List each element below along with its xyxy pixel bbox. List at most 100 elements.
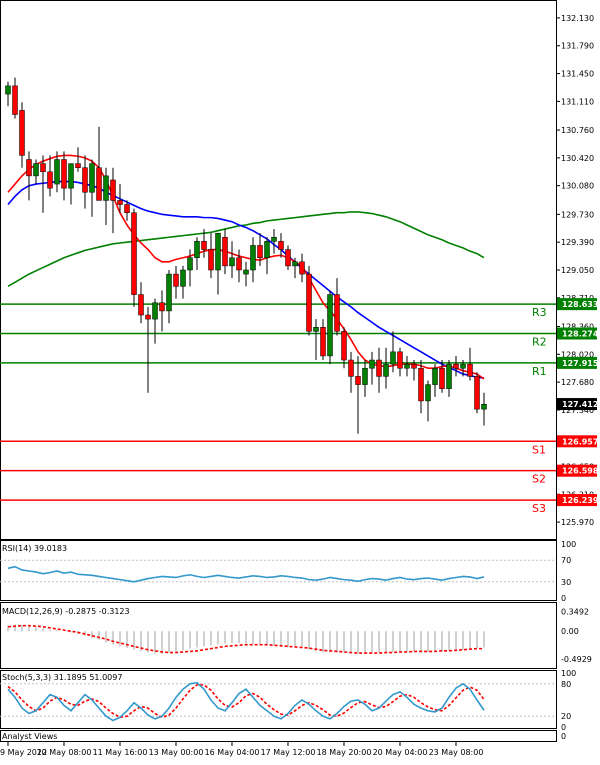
candle-body: [425, 384, 431, 402]
level-price-tag-text-s2: 126.598: [562, 467, 599, 476]
analyst-views-label: Analyst Views: [2, 732, 57, 741]
rsi-tick-label: 100: [561, 540, 576, 549]
candle-body: [257, 245, 263, 258]
candle-body: [152, 302, 158, 320]
rsi-tick-label: 0: [561, 594, 566, 603]
candle-body: [110, 179, 116, 201]
candle-body: [26, 159, 32, 177]
candle-body: [47, 171, 53, 189]
candle-body: [89, 163, 95, 193]
price-tick-label: 127.340: [561, 406, 594, 415]
price-tick-label: 128.360: [561, 322, 594, 331]
level-price-tag-r1: [557, 356, 597, 369]
level-price-tag-text-r1: 127.915: [562, 359, 599, 368]
time-tick-label: 16 May 04:00: [205, 748, 260, 757]
candle-body: [243, 269, 249, 275]
candle-body: [278, 241, 284, 250]
candle-body: [229, 257, 235, 267]
candle-body: [187, 257, 193, 271]
stoch-tick-label: 20: [561, 712, 571, 721]
candle-body: [12, 85, 18, 115]
price-tick-label: 127.680: [561, 378, 594, 387]
candle-body: [68, 163, 74, 189]
candle-body: [159, 302, 165, 312]
candle-body: [250, 245, 256, 271]
candle-body: [348, 359, 354, 377]
level-label-s3: S3: [532, 502, 546, 515]
level-price-tag-text-r2: 128.274: [562, 330, 599, 339]
stoch-label: Stoch(5,3,3) 31.1895 51.0097: [2, 673, 122, 682]
candle-body: [61, 159, 67, 189]
rsi-line: [7, 565, 485, 583]
candle-body: [390, 351, 396, 365]
candle-body: [341, 331, 347, 361]
candle-body: [306, 273, 312, 332]
rsi-axis: 100 70 30 0: [561, 540, 576, 603]
price-axis: 132.130 131.790 131.450 131.110 130.760 130.4…: [556, 14, 594, 527]
candle-body: [334, 294, 340, 332]
time-tick-label: 9 May 2022: [0, 748, 47, 757]
level-price-tag-s2: [557, 464, 597, 477]
level-price-tag-s1: [557, 435, 597, 448]
macd-plot: [7, 624, 485, 654]
level-price-tag-text-s1: 126.957: [562, 437, 598, 446]
candle-body: [383, 363, 389, 377]
candle-body: [5, 85, 11, 95]
level-price-tag-text-r3: 128.633: [562, 300, 598, 309]
candle-body: [131, 212, 137, 295]
level-price-tag-text-s3: 126.239: [562, 496, 599, 505]
candle-body: [180, 269, 186, 287]
candle-body: [208, 249, 214, 271]
price-tick-label: 130.760: [561, 126, 594, 135]
candle-body: [446, 363, 452, 389]
level-label-s2: S2: [532, 473, 546, 486]
macd-tick-label: 0.00: [561, 627, 579, 636]
price-tick-label: 129.390: [561, 238, 594, 247]
time-tick-label: 17 May 12:00: [261, 748, 316, 757]
candle-body: [292, 261, 298, 267]
level-label-r1: R1: [532, 365, 547, 378]
stoch-axis: 100 80 20 0: [561, 669, 576, 732]
candle-body: [453, 363, 459, 369]
analyst-views-scale-marker: 0: [561, 732, 566, 741]
candle-body: [201, 241, 207, 250]
price-tick-label: 130.420: [561, 154, 594, 163]
price-tick-label: 128.020: [561, 350, 594, 359]
time-tick-label: 11 May 16:00: [93, 748, 148, 757]
candle-body: [397, 351, 403, 369]
macd-signal-line: [7, 624, 484, 654]
time-tick-label: 20 May 04:00: [373, 748, 428, 757]
price-tick-label: 125.970: [561, 518, 594, 527]
stoch-tick-label: 100: [561, 669, 576, 678]
candle-body: [355, 376, 361, 385]
candle-body: [75, 163, 81, 168]
candle-body: [19, 110, 25, 156]
candle-body: [40, 163, 46, 173]
ma-slow-line: [7, 211, 485, 288]
candle-body: [460, 363, 466, 369]
rsi-panel: [0, 540, 557, 601]
level-price-tag-r2: [557, 327, 597, 340]
candle-body: [299, 261, 305, 275]
candle-body: [166, 273, 172, 312]
candle-body: [369, 359, 375, 369]
candle-body: [411, 363, 417, 369]
candle-body: [82, 167, 88, 193]
rsi-tick-label: 30: [561, 578, 571, 587]
current-price-tag-text: 127.412: [562, 400, 598, 409]
candle-body: [194, 241, 200, 258]
candle-body: [222, 237, 228, 267]
candle-body: [439, 367, 445, 389]
current-price-tag: [557, 398, 597, 411]
macd-axis: 0.3492 0.00 -0.4929: [561, 608, 592, 664]
candle-body: [173, 273, 179, 287]
candle-body: [33, 163, 39, 177]
price-plot: R3 128.633 R2 128.274 R1 127.915 S1 126.957 S2 12…: [0, 77, 599, 515]
candle-body: [362, 367, 368, 385]
candle-body: [327, 294, 333, 357]
candle-body: [481, 403, 487, 410]
candle-body: [124, 204, 130, 213]
rsi-tick-label: 70: [561, 556, 571, 565]
price-tick-label: 132.130: [561, 14, 594, 23]
